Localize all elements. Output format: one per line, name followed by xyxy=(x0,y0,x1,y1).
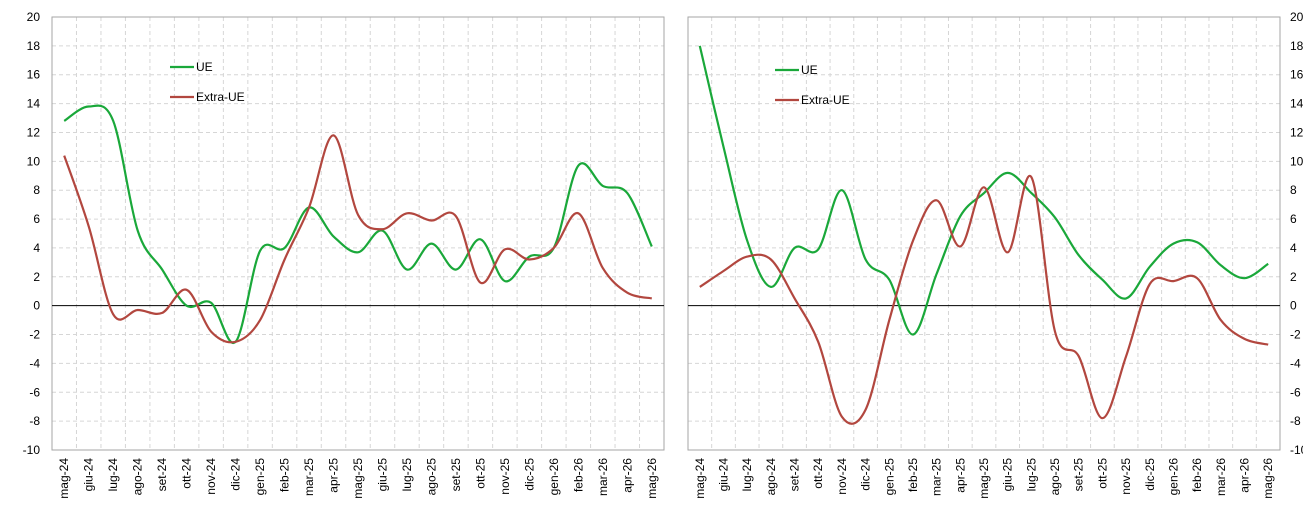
x-tick-label: gen-26 xyxy=(1166,458,1180,496)
y-tick-label: -4 xyxy=(1290,356,1301,370)
legend-label: UE xyxy=(196,60,213,74)
x-tick-label: set-24 xyxy=(788,458,802,492)
x-tick-label: ago-25 xyxy=(424,458,438,496)
x-tick-label: gen-26 xyxy=(547,458,561,496)
y-tick-label: 16 xyxy=(1290,68,1303,82)
x-tick-label: mag-24 xyxy=(57,458,71,499)
x-tick-label: lug-24 xyxy=(106,458,120,492)
x-tick-label: nov-25 xyxy=(1119,458,1133,495)
y-tick-label: 0 xyxy=(33,299,40,313)
y-tick-label: 18 xyxy=(27,39,41,53)
y-tick-label: -6 xyxy=(29,385,40,399)
y-tick-label: 14 xyxy=(27,97,41,111)
x-tick-label: dic-25 xyxy=(1143,458,1157,491)
y-tick-label: 20 xyxy=(1290,10,1303,24)
series-line-extra-ue xyxy=(699,174,1269,425)
x-tick-label: giu-25 xyxy=(1001,458,1015,492)
y-tick-label: 0 xyxy=(1290,299,1297,313)
x-tick-label: ott-24 xyxy=(811,458,825,489)
x-tick-label: mag-26 xyxy=(1261,458,1275,499)
y-tick-label: -10 xyxy=(23,443,41,457)
legend-label: Extra-UE xyxy=(801,93,850,107)
y-tick-label: 6 xyxy=(1290,212,1297,226)
x-tick-label: set-25 xyxy=(449,458,463,492)
x-tick-label: mar-26 xyxy=(596,458,610,496)
x-tick-label: giu-24 xyxy=(82,458,96,492)
plot-frame xyxy=(51,16,665,451)
y-tick-label: 20 xyxy=(27,10,41,24)
y-tick-label: -10 xyxy=(1290,443,1303,457)
y-tick-label: 16 xyxy=(27,68,41,82)
series-line-ue xyxy=(698,45,1269,336)
x-tick-label: ago-25 xyxy=(1048,458,1062,496)
y-tick-label: 12 xyxy=(1290,125,1303,139)
y-tick-label: 4 xyxy=(33,241,40,255)
x-tick-label: giu-24 xyxy=(717,458,731,492)
legend-label: Extra-UE xyxy=(196,90,245,104)
x-tick-label: mag-26 xyxy=(645,458,659,499)
x-tick-label: mag-25 xyxy=(977,458,991,499)
x-tick-label: mar-26 xyxy=(1214,458,1228,496)
x-tick-label: apr-25 xyxy=(953,458,967,493)
y-tick-label: -4 xyxy=(29,356,40,370)
x-tick-label: dic-25 xyxy=(522,458,536,491)
x-tick-label: lug-25 xyxy=(1024,458,1038,492)
x-tick-label: dic-24 xyxy=(859,458,873,491)
x-tick-label: ago-24 xyxy=(131,458,145,496)
x-tick-label: set-25 xyxy=(1072,458,1086,492)
y-tick-label: 10 xyxy=(1290,154,1303,168)
x-tick-label: ott-25 xyxy=(473,458,487,489)
y-tick-label: 10 xyxy=(27,154,41,168)
series-line-extra-ue xyxy=(63,134,653,344)
x-tick-label: ott-24 xyxy=(180,458,194,489)
x-tick-label: mag-25 xyxy=(351,458,365,499)
x-tick-label: feb-26 xyxy=(1190,458,1204,492)
x-tick-label: mag-24 xyxy=(693,458,707,499)
x-tick-label: feb-25 xyxy=(278,458,292,492)
y-tick-label: -8 xyxy=(1290,414,1301,428)
y-tick-label: 12 xyxy=(27,125,41,139)
y-tick-label: -6 xyxy=(1290,385,1301,399)
x-tick-label: mar-25 xyxy=(302,458,316,496)
y-tick-label: 8 xyxy=(33,183,40,197)
x-tick-label: feb-25 xyxy=(906,458,920,492)
y-tick-label: 8 xyxy=(1290,183,1297,197)
y-tick-label: 6 xyxy=(33,212,40,226)
x-tick-label: lug-25 xyxy=(400,458,414,492)
x-tick-label: gen-25 xyxy=(253,458,267,496)
x-tick-label: apr-25 xyxy=(327,458,341,493)
x-tick-label: nov-25 xyxy=(498,458,512,495)
x-tick-label: mar-25 xyxy=(930,458,944,496)
plot-frame xyxy=(687,16,1281,451)
x-tick-label: ago-24 xyxy=(764,458,778,496)
y-tick-label: 2 xyxy=(1290,270,1297,284)
x-tick-label: lug-24 xyxy=(740,458,754,492)
x-tick-label: giu-25 xyxy=(375,458,389,492)
x-tick-label: nov-24 xyxy=(204,458,218,495)
y-tick-label: -2 xyxy=(1290,328,1301,342)
x-tick-label: feb-26 xyxy=(571,458,585,492)
x-tick-label: apr-26 xyxy=(1237,458,1251,493)
legend-label: UE xyxy=(801,63,818,77)
x-tick-label: ott-25 xyxy=(1095,458,1109,489)
y-tick-label: -2 xyxy=(29,328,40,342)
y-tick-label: 18 xyxy=(1290,39,1303,53)
x-tick-label: set-24 xyxy=(155,458,169,492)
y-tick-label: 2 xyxy=(33,270,40,284)
y-tick-label: -8 xyxy=(29,414,40,428)
x-tick-label: nov-24 xyxy=(835,458,849,495)
x-tick-label: gen-25 xyxy=(882,458,896,496)
y-tick-label: 4 xyxy=(1290,241,1297,255)
x-tick-label: apr-26 xyxy=(620,458,634,493)
x-tick-label: dic-24 xyxy=(229,458,243,491)
y-tick-label: 14 xyxy=(1290,97,1303,111)
